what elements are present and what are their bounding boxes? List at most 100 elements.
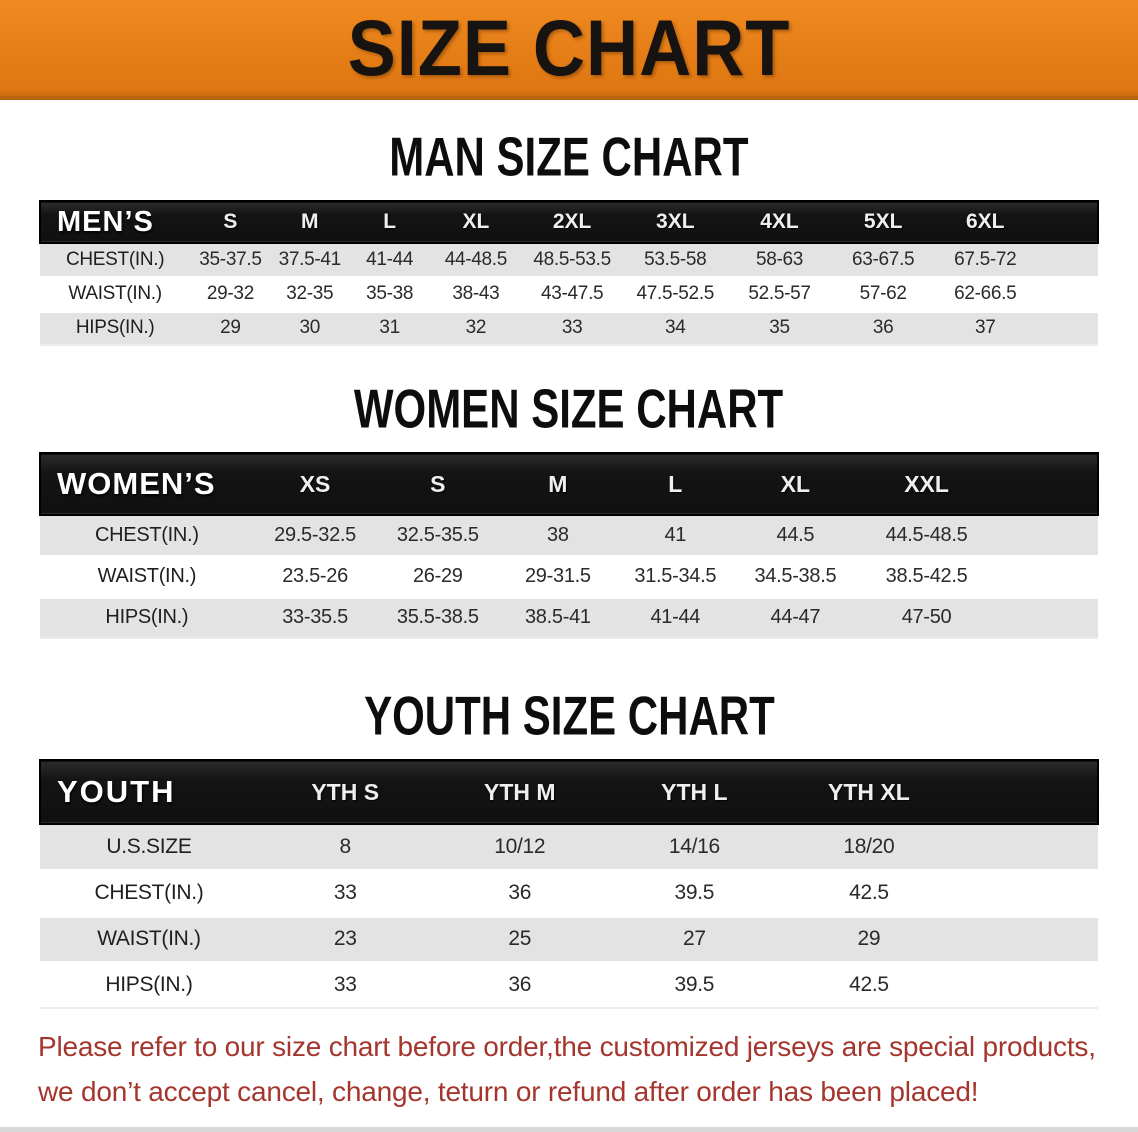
column-header: S — [430, 470, 446, 497]
column-header: YTH L — [661, 778, 728, 805]
size-value-cell: 47.5-52.5 — [636, 283, 715, 304]
size-value-cell: 18/20 — [843, 834, 895, 858]
size-value-cell: 53.5-58 — [644, 248, 707, 270]
table-row: U.S.SIZE 8 10/12 14/16 18/20 — [40, 824, 1098, 870]
table-header-label: MEN’S — [57, 205, 154, 238]
column-header: XL — [462, 210, 490, 233]
size-value-cell: 38-43 — [452, 283, 500, 304]
size-value-cell: 36 — [508, 973, 532, 997]
row-label: CHEST(IN.) — [65, 248, 165, 270]
size-value-cell: 36 — [508, 881, 532, 904]
column-header: 5XL — [863, 210, 903, 233]
column-header: 6XL — [965, 210, 1005, 233]
women-section-title-text: WOMEN SIZE CHART — [354, 378, 784, 440]
filler-cell — [956, 962, 1098, 1008]
size-value-cell: 44-47 — [770, 606, 821, 629]
size-value-cell: 8 — [339, 834, 352, 858]
filler-cell — [956, 870, 1098, 916]
row-label: HIPS(IN.) — [105, 973, 193, 997]
size-value-cell: 58-63 — [755, 248, 804, 270]
size-value-cell: 44.5 — [776, 523, 815, 546]
filler-cell — [996, 556, 1098, 597]
row-label: WAIST(IN.) — [97, 927, 201, 950]
size-value-cell: 32-35 — [286, 283, 334, 304]
column-header: YTH S — [311, 778, 380, 805]
size-value-cell: 37.5-41 — [278, 248, 342, 270]
table-row: CHEST(IN.) 33 36 39.5 42.5 — [40, 870, 1098, 916]
women-size-table: WOMEN’S XS S M L XL XXL CHEST(IN.) 29.5-32.5 32.5… — [39, 452, 1099, 639]
filler-cell — [996, 453, 1098, 515]
size-value-cell: 33 — [333, 881, 357, 904]
size-value-cell: 14/16 — [668, 834, 720, 858]
size-value-cell: 37 — [974, 317, 996, 339]
size-value-cell: 35 — [769, 317, 790, 339]
column-header: XS — [299, 470, 331, 497]
column-header: L — [668, 470, 683, 497]
bottom-edge-strip — [0, 1127, 1138, 1132]
banner-title: SIZE CHART — [347, 3, 791, 93]
size-value-cell: 10/12 — [494, 834, 546, 858]
size-value-cell: 34.5-38.5 — [754, 565, 837, 587]
table-header-row: WOMEN’S XS S M L XL XXL — [40, 453, 1098, 515]
table-row: HIPS(IN.) 33-35.5 35.5-38.5 38.5-41 41-44 44-… — [40, 597, 1098, 638]
size-value-cell: 38.5-41 — [524, 606, 591, 629]
table-row: WAIST(IN.) 29-32 32-35 35-38 38-43 43-47.5 47.… — [40, 277, 1098, 311]
size-value-cell: 32.5-35.5 — [396, 523, 479, 546]
youth-size-table: YOUTH YTH S YTH M YTH L YTH XL U.S.SIZE 8 10/12… — [39, 759, 1099, 1009]
size-value-cell: 32 — [465, 317, 487, 339]
column-header: M — [301, 210, 319, 233]
order-policy-line1: Please refer to our size chart before or… — [38, 1031, 1096, 1062]
size-value-cell: 41-44 — [650, 606, 701, 629]
filler-cell — [1036, 201, 1099, 243]
column-header: YTH M — [484, 778, 556, 805]
size-value-cell: 39.5 — [674, 881, 715, 904]
men-size-table: MEN’S S M L XL 2XL 3XL 4XL 5XL 6XL CHEST(IN.) 35-37… — [39, 200, 1099, 346]
youth-section-title: YOUTH SIZE CHART — [0, 685, 1138, 747]
youth-section-title-text: YOUTH SIZE CHART — [363, 685, 775, 747]
row-label: WAIST(IN.) — [68, 283, 162, 304]
size-value-cell: 29-31.5 — [524, 565, 591, 587]
size-value-cell: 23 — [333, 927, 357, 950]
column-header: YTH XL — [828, 778, 910, 805]
man-section-title: MAN SIZE CHART — [0, 126, 1138, 188]
table-row: WAIST(IN.) 23.5-26 26-29 29-31.5 31.5-34.5 34… — [40, 556, 1098, 597]
size-value-cell: 35-37.5 — [199, 248, 262, 270]
size-value-cell: 57-62 — [859, 283, 907, 304]
size-value-cell: 25 — [508, 927, 532, 950]
table-row: CHEST(IN.) 35-37.5 37.5-41 41-44 44-48.5 48.5… — [40, 243, 1098, 277]
size-value-cell: 27 — [682, 927, 706, 950]
table-row: CHEST(IN.) 29.5-32.5 32.5-35.5 38 41 44.5 44.5… — [40, 515, 1098, 556]
column-header: S — [223, 210, 238, 233]
size-value-cell: 42.5 — [849, 881, 889, 904]
size-value-cell: 63-67.5 — [851, 248, 915, 270]
size-value-cell: 29 — [857, 927, 881, 950]
size-value-cell: 29-32 — [206, 283, 254, 304]
column-header: 2XL — [552, 210, 592, 233]
row-label: HIPS(IN.) — [75, 317, 155, 339]
table-header-row: MEN’S S M L XL 2XL 3XL 4XL 5XL 6XL — [40, 201, 1098, 243]
size-value-cell: 47-50 — [901, 606, 952, 629]
table-row: HIPS(IN.) 29 30 31 32 33 34 35 36 37 — [40, 311, 1098, 345]
size-value-cell: 38.5-42.5 — [885, 565, 968, 587]
size-value-cell: 44-48.5 — [444, 248, 508, 270]
filler-cell — [956, 760, 1098, 824]
filler-cell — [1036, 277, 1099, 311]
size-value-cell: 30 — [299, 317, 321, 339]
column-header: M — [548, 470, 568, 497]
table-row: WAIST(IN.) 23 25 27 29 — [40, 916, 1098, 962]
row-label: U.S.SIZE — [106, 834, 192, 858]
size-value-cell: 41 — [664, 523, 687, 546]
filler-cell — [956, 824, 1098, 870]
filler-cell — [1036, 311, 1099, 345]
size-value-cell: 35-38 — [366, 283, 414, 304]
row-label: CHEST(IN.) — [95, 523, 199, 546]
size-value-cell: 41-44 — [366, 248, 414, 270]
size-value-cell: 42.5 — [849, 973, 889, 997]
column-header: 4XL — [760, 210, 799, 233]
size-value-cell: 31 — [379, 317, 400, 339]
size-value-cell: 26-29 — [412, 565, 463, 587]
column-header: L — [383, 210, 397, 233]
order-policy-line2: we don’t accept cancel, change, teturn o… — [38, 1075, 979, 1107]
table-header-label: YOUTH — [57, 774, 176, 809]
size-value-cell: 39.5 — [674, 973, 715, 997]
